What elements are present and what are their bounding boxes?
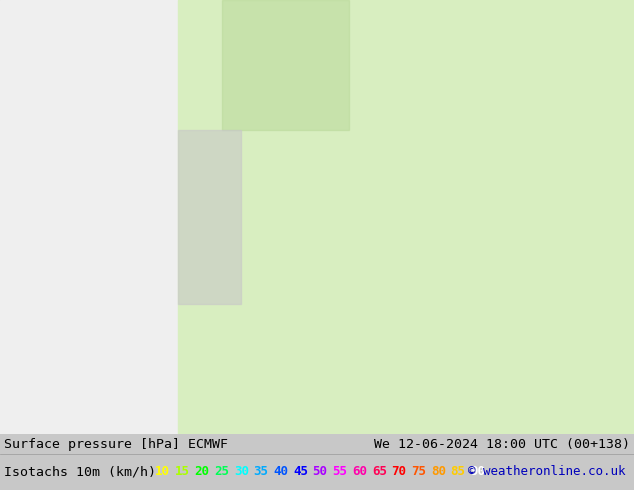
Text: 90: 90 — [470, 466, 485, 478]
Text: 75: 75 — [411, 466, 426, 478]
Text: 65: 65 — [372, 466, 387, 478]
Text: 70: 70 — [391, 466, 406, 478]
Text: 55: 55 — [332, 466, 347, 478]
Text: 80: 80 — [431, 466, 446, 478]
Bar — [539, 0, 634, 434]
Bar — [0, 0, 178, 434]
Text: 45: 45 — [293, 466, 308, 478]
Text: 20: 20 — [195, 466, 209, 478]
Text: We 12-06-2024 18:00 UTC (00+138): We 12-06-2024 18:00 UTC (00+138) — [374, 438, 630, 451]
Text: Isotachs 10m (km/h): Isotachs 10m (km/h) — [4, 466, 156, 478]
Text: 10: 10 — [155, 466, 170, 478]
Text: 40: 40 — [273, 466, 288, 478]
Text: 60: 60 — [352, 466, 367, 478]
Text: 25: 25 — [214, 466, 229, 478]
Text: 85: 85 — [451, 466, 465, 478]
Text: 50: 50 — [313, 466, 328, 478]
Text: 35: 35 — [254, 466, 269, 478]
Text: 15: 15 — [175, 466, 190, 478]
Bar — [178, 0, 634, 434]
Polygon shape — [178, 130, 241, 304]
Text: © weatheronline.co.uk: © weatheronline.co.uk — [469, 466, 626, 478]
Text: Surface pressure [hPa] ECMWF: Surface pressure [hPa] ECMWF — [4, 438, 228, 451]
Text: 30: 30 — [234, 466, 249, 478]
Polygon shape — [222, 0, 349, 130]
